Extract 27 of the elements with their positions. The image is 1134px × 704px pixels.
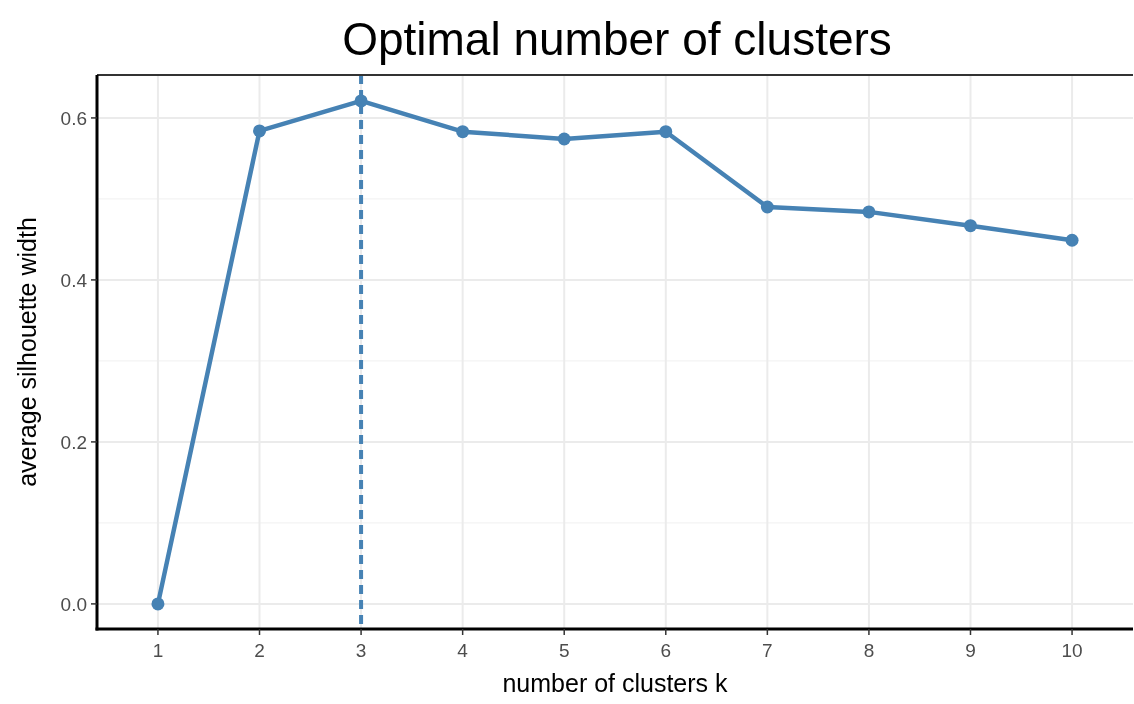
point (354, 94, 368, 108)
y-tick-label: 0.2 (60, 431, 87, 453)
point (760, 200, 774, 214)
y-tick-label: 0.4 (60, 269, 88, 291)
point (963, 219, 977, 233)
x-tick-label: 7 (762, 640, 773, 661)
point (557, 132, 571, 146)
y-tick-label: 0.0 (60, 593, 87, 615)
x-tick-label: 5 (558, 640, 570, 661)
x-tick-label: 10 (1061, 640, 1083, 661)
point (456, 125, 470, 139)
x-tick-label: 3 (355, 640, 367, 661)
point (659, 125, 673, 139)
x-axis-title: number of clusters k (502, 669, 729, 697)
x-tick-label: 1 (152, 640, 164, 661)
chart-title: Optimal number of clusters (342, 13, 892, 65)
point (1065, 233, 1079, 247)
point (253, 124, 267, 138)
x-tick-label: 4 (457, 640, 469, 661)
x-tick-label: 9 (965, 640, 976, 661)
x-tick-label: 6 (660, 640, 672, 661)
x-tick-label: 2 (254, 640, 265, 661)
point (862, 205, 876, 219)
x-tick-label: 8 (863, 640, 875, 661)
y-tick-label: 0.6 (60, 107, 87, 129)
y-axis-title: average silhouette width (13, 217, 41, 487)
point (151, 597, 165, 611)
